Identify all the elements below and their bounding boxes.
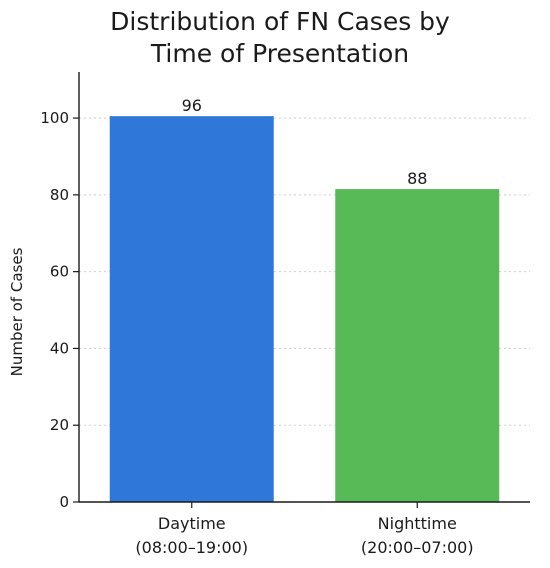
x-tick-label-0-1: (08:00–19:00): [135, 538, 248, 557]
bar-0: [109, 116, 274, 502]
data-label-0: 96: [182, 96, 202, 115]
y-axis: 0 20 40 60 80 100: [40, 72, 80, 511]
y-tick-label-60: 60: [50, 263, 69, 281]
x-tick-label-0-0: Daytime: [158, 514, 226, 533]
y-tick-label-80: 80: [50, 186, 69, 204]
data-label-1: 88: [407, 169, 427, 188]
bars: [109, 116, 500, 503]
x-axis: Daytime (08:00–19:00) Nighttime (20:00–07:0…: [79, 501, 530, 557]
y-tick-label-20: 20: [50, 416, 69, 434]
chart-title-line-1: Distribution of FN Cases by: [110, 7, 450, 36]
chart-title-line-2: Time of Presentation: [150, 39, 410, 68]
x-tick-label-1-0: Nighttime: [378, 514, 457, 533]
chart-title: Distribution of FN Cases by Time of Pres…: [0, 6, 550, 70]
y-tick-label-100: 100: [40, 109, 69, 127]
data-labels: 96 88: [182, 96, 428, 188]
y-axis-label: Number of Cases: [8, 247, 26, 376]
x-tick-label-1-1: (20:00–07:00): [361, 538, 474, 557]
y-tick-label-0: 0: [59, 493, 69, 511]
y-tick-label-40: 40: [50, 339, 69, 357]
bar-1: [335, 189, 500, 503]
